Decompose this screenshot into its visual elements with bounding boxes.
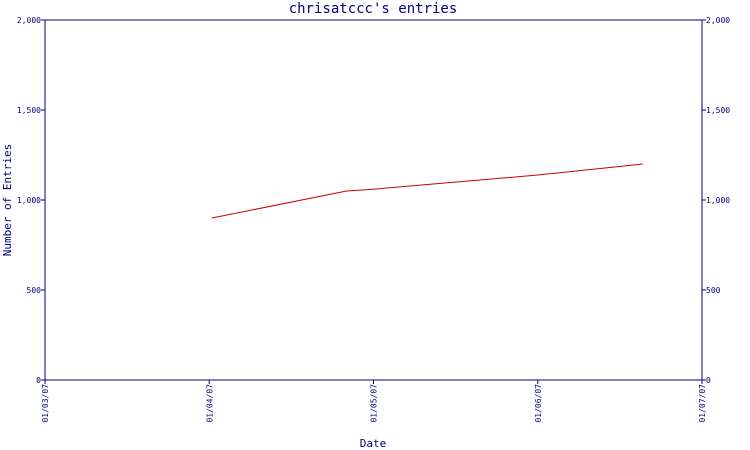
series-group	[211, 163, 643, 219]
y-tick-label-right: 500	[706, 286, 721, 295]
y-axis-left: 0 500 1,000 1,500 2,000	[17, 16, 45, 385]
x-tick-label: 01/04/07	[205, 384, 214, 423]
y-tick-label-right: 0	[706, 376, 711, 385]
y-tick-label-left: 0	[36, 376, 41, 385]
y-tick-label-left: 500	[27, 286, 42, 295]
x-axis-label: Date	[360, 437, 387, 450]
x-tick-label: 01/05/07	[370, 384, 379, 423]
x-tick-label: 01/07/07	[698, 384, 707, 423]
y-axis-label: Number of Entries	[1, 144, 14, 257]
x-tick-label: 01/06/07	[534, 384, 543, 423]
y-tick-label-right: 1,000	[706, 196, 730, 205]
y-tick-label-right: 2,000	[706, 16, 730, 25]
chart-title: chrisatccc's entries	[289, 1, 458, 17]
x-tick-label: 01/03/07	[41, 384, 50, 423]
y-axis-right: 0 500 1,000 1,500 2,000	[702, 16, 730, 385]
y-tick-label-left: 1,000	[17, 196, 41, 205]
series-line	[211, 163, 643, 219]
y-tick-label-right: 1,500	[706, 106, 730, 115]
plot-area	[44, 19, 703, 381]
y-tick-label-left: 2,000	[17, 16, 41, 25]
x-axis: 01/03/07 01/04/07 01/05/07 01/06/07 01/07/07	[41, 380, 707, 423]
y-tick-label-left: 1,500	[17, 106, 41, 115]
